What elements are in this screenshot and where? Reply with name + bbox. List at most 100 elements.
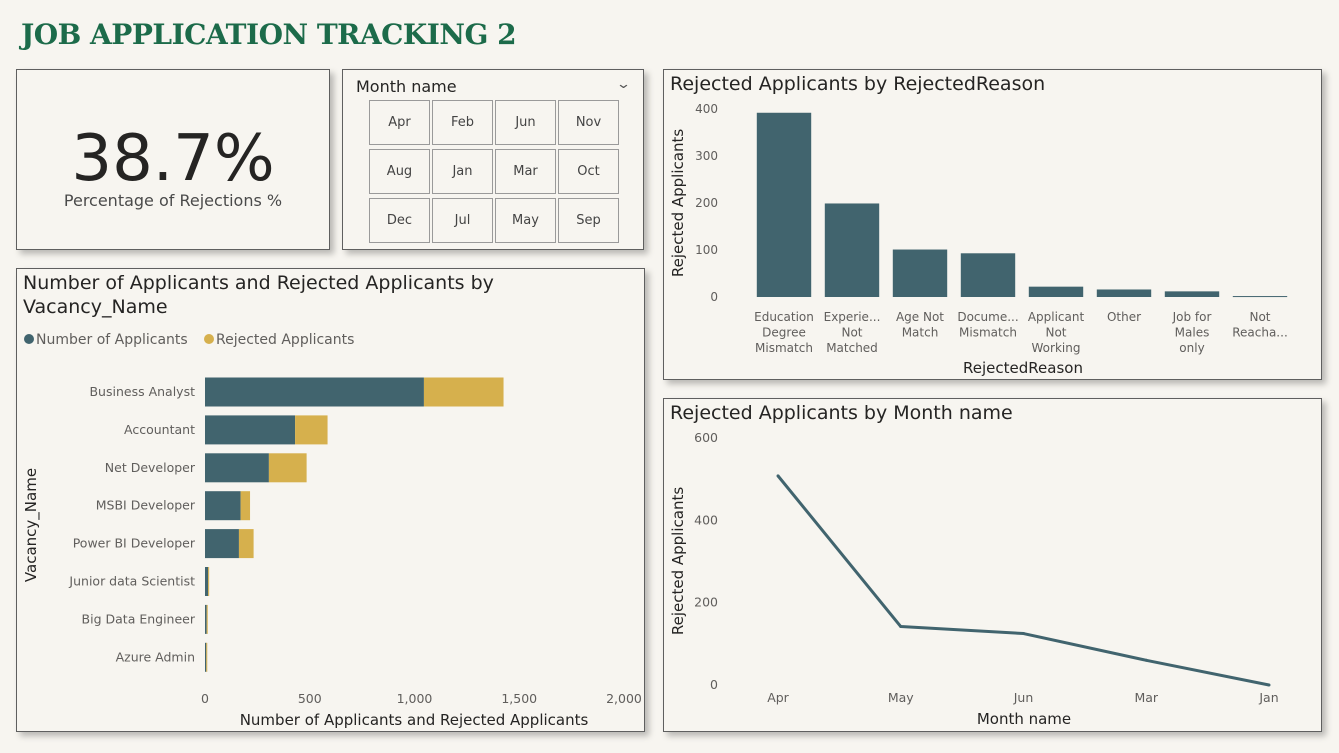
y-tick-label: 600 <box>694 430 718 445</box>
kpi-label: Percentage of Rejections % <box>63 191 283 210</box>
month-option[interactable]: Aug <box>369 149 430 194</box>
month-slicer: Month name ⌄ Apr Feb Jun Nov Aug Jan Mar… <box>342 69 644 250</box>
chart-title-line: Number of Applicants and Rejected Applic… <box>23 272 494 294</box>
bar-segment <box>205 377 424 407</box>
month-option[interactable]: Nov <box>558 100 619 145</box>
rejected-by-reason-chart: 0100200300400EducationDegreeMismatchExpe… <box>669 102 1288 377</box>
y-tick-label: 300 <box>695 149 718 163</box>
kpi-card: 38.7% Percentage of Rejections % <box>16 69 330 250</box>
data-point <box>1022 632 1025 636</box>
chevron-down-icon[interactable]: ⌄ <box>615 77 632 92</box>
bar-segment <box>423 377 504 407</box>
x-tick-label: Mismatch <box>755 341 813 355</box>
x-tick-label: Not <box>841 326 862 340</box>
x-tick-label: Jan <box>1258 690 1278 705</box>
x-tick-label: Reacha... <box>1232 326 1288 340</box>
bar-segment <box>268 453 307 483</box>
chart-title: Number of Applicants and Rejected Applic… <box>23 271 494 319</box>
bar-segment <box>205 529 239 559</box>
bar-segment <box>206 642 208 672</box>
rejected-by-month-card: Rejected Applicants by Month name 0 200 40… <box>663 398 1322 732</box>
month-option[interactable]: Apr <box>369 100 430 145</box>
bar-segment <box>205 567 209 596</box>
kpi-value: 38.7% <box>71 122 275 196</box>
y-axis-title: Rejected Applicants <box>669 129 687 277</box>
x-tick-label: Other <box>1107 310 1141 324</box>
x-tick-label: Not <box>1249 310 1270 324</box>
month-option[interactable]: Oct <box>558 149 619 194</box>
month-option[interactable]: Jan <box>432 149 493 194</box>
y-tick-label: 0 <box>710 290 718 304</box>
chart-title-line: Vacancy_Name <box>23 296 168 318</box>
y-tick-label: 200 <box>695 196 718 210</box>
legend-marker <box>204 334 214 344</box>
x-axis-title: Number of Applicants and Rejected Applic… <box>240 711 589 729</box>
x-tick-label: only <box>1179 341 1204 355</box>
bar-segment <box>295 415 328 445</box>
x-tick-label: Mismatch <box>959 326 1017 340</box>
month-option[interactable]: Feb <box>432 100 493 145</box>
month-option[interactable]: May <box>495 198 556 243</box>
page-title: JOB APPLICATION TRACKING 2 <box>21 18 517 51</box>
x-tick-label: Age Not <box>896 310 944 324</box>
applicants-by-vacancy-card: Number of Applicants and Rejected Applic… <box>16 268 645 732</box>
month-option[interactable]: Dec <box>369 198 430 243</box>
bar <box>1232 296 1288 298</box>
x-tick-label: Docume... <box>957 310 1018 324</box>
x-tick-label: Applicant <box>1028 310 1085 324</box>
x-tick-label: 1,000 <box>397 691 433 706</box>
bar-segment <box>205 415 296 445</box>
x-tick-label: Males <box>1175 326 1210 340</box>
y-tick-label: Net Developer <box>105 460 196 475</box>
y-tick-label: MSBI Developer <box>96 498 196 513</box>
bar <box>892 249 948 297</box>
slicer-options: Apr Feb Jun Nov Aug Jan Mar Oct Dec Jul … <box>369 100 619 243</box>
legend-label: Rejected Applicants <box>216 332 354 348</box>
slicer-title: Month name <box>356 77 457 96</box>
y-tick-label: 200 <box>694 595 718 610</box>
series-line <box>776 474 1270 687</box>
x-tick-label: Experie... <box>824 310 881 324</box>
x-tick-label: 1,500 <box>501 691 537 706</box>
y-tick-label: 400 <box>694 512 718 527</box>
y-tick-label: 100 <box>695 243 718 257</box>
month-option[interactable]: Jun <box>495 100 556 145</box>
legend-marker <box>24 334 34 344</box>
x-tick-label: 0 <box>201 691 209 706</box>
bar-segment <box>205 604 207 634</box>
x-tick-label: Job for <box>1172 310 1212 324</box>
bar-segment <box>206 604 208 634</box>
x-tick-label: Working <box>1032 341 1081 355</box>
rejected-by-reason-card: Rejected Applicants by RejectedReason 0 1… <box>663 69 1322 380</box>
x-tick-label: Degree <box>762 326 806 340</box>
bar-segment <box>208 567 210 596</box>
bar-segment <box>205 642 207 672</box>
month-option[interactable]: Mar <box>495 149 556 194</box>
x-tick-label: Match <box>902 326 939 340</box>
data-point <box>899 625 903 629</box>
chart-title: Rejected Applicants by Month name <box>670 402 1013 424</box>
x-tick-label: 500 <box>298 691 322 706</box>
bar-segment <box>240 491 251 521</box>
y-tick-label: 0 <box>710 677 718 692</box>
x-tick-label: Jun <box>1013 690 1034 705</box>
bar-segment <box>205 453 269 483</box>
x-tick-label: May <box>888 690 914 705</box>
chart-title: Rejected Applicants by RejectedReason <box>670 73 1046 95</box>
y-axis-title: Rejected Applicants <box>669 487 687 635</box>
month-option[interactable]: Jul <box>432 198 493 243</box>
y-tick-label: Junior data Scientist <box>68 574 195 589</box>
bar-segment <box>205 491 241 521</box>
bar <box>1096 289 1152 297</box>
bar <box>756 112 812 297</box>
applicants-by-vacancy-chart: Number of Applicants Rejected Applicants B… <box>22 332 642 729</box>
x-tick-label: Mar <box>1134 690 1158 705</box>
bar <box>960 253 1016 297</box>
data-point <box>776 474 780 478</box>
month-option[interactable]: Sep <box>558 198 619 243</box>
bar-segment <box>238 529 254 559</box>
rejected-by-month-chart: 0 200 400 600 Apr May Jun Mar Jan Month name Rejec… <box>669 430 1279 728</box>
x-tick-label: Apr <box>767 690 789 705</box>
y-tick-label: Accountant <box>124 422 195 437</box>
x-axis-title: Month name <box>977 710 1071 728</box>
